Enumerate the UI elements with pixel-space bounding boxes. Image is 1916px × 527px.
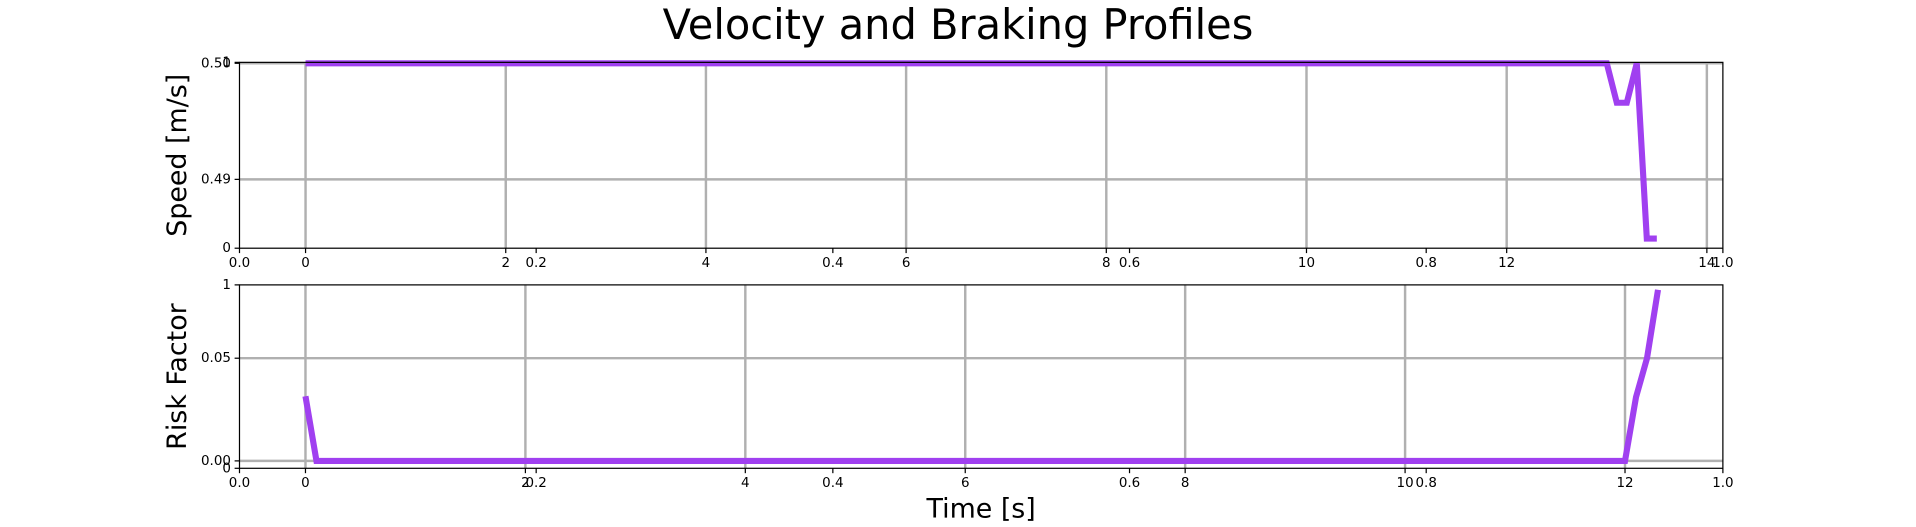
- x2-tick-label: 0.0: [229, 476, 250, 491]
- x2-tick-label: 1.0: [1712, 256, 1733, 271]
- figure: Velocity and Braking Profiles Time [s] 0…: [162, 0, 1734, 524]
- y-tick-label: 0.00: [201, 454, 231, 469]
- y-axis-label: Risk Factor: [162, 302, 193, 450]
- data-line: [302, 289, 1662, 464]
- x-tick-label: 10: [1298, 256, 1315, 271]
- x2-tick-label: 0.2: [525, 256, 546, 271]
- x2-tick-label: 0.8: [1416, 256, 1437, 271]
- y-axis-label: Speed [m/s]: [162, 74, 193, 237]
- x-axis-label: Time [s]: [926, 493, 1036, 524]
- x-tick-label: 2: [521, 476, 530, 491]
- x-tick-label: 10: [1397, 476, 1414, 491]
- y2-tick-label: 1: [222, 278, 231, 293]
- x-tick-label: 2: [501, 256, 510, 271]
- x2-tick-label: 0.0: [229, 256, 250, 271]
- chart-title: Velocity and Braking Profiles: [663, 0, 1254, 49]
- y-tick-label: 0.50: [201, 56, 231, 71]
- x2-tick-label: 0.6: [1119, 476, 1140, 491]
- x2-tick-label: 0.6: [1119, 256, 1140, 271]
- x-tick-label: 4: [702, 256, 711, 271]
- x-tick-label: 6: [961, 476, 970, 491]
- x2-tick-label: 0.4: [822, 476, 843, 491]
- x-tick-label: 6: [902, 256, 911, 271]
- y-tick-label: 0.49: [201, 172, 231, 187]
- y-tick-label: 0.05: [201, 351, 231, 366]
- x-tick-label: 8: [1181, 476, 1190, 491]
- x-tick-label: 8: [1102, 256, 1111, 271]
- x-tick-label: 12: [1498, 256, 1515, 271]
- x-tick-label: 4: [741, 476, 750, 491]
- y2-tick-label: 0: [222, 461, 231, 476]
- y2-tick-label: 1: [222, 55, 231, 70]
- y2-tick-label: 0: [222, 241, 231, 256]
- x2-tick-label: 0.2: [525, 476, 546, 491]
- x-tick-label: 12: [1616, 476, 1633, 491]
- x-tick-label: 14: [1698, 256, 1715, 271]
- x-tick-label: 0: [301, 256, 310, 271]
- plot-frame: [238, 61, 1724, 249]
- data-line: [305, 60, 1657, 242]
- plot-frame: [238, 284, 1724, 469]
- x2-tick-label: 0.4: [822, 256, 843, 271]
- x2-tick-label: 0.8: [1416, 476, 1437, 491]
- x-tick-label: 0: [301, 476, 310, 491]
- x2-tick-label: 1.0: [1712, 476, 1733, 491]
